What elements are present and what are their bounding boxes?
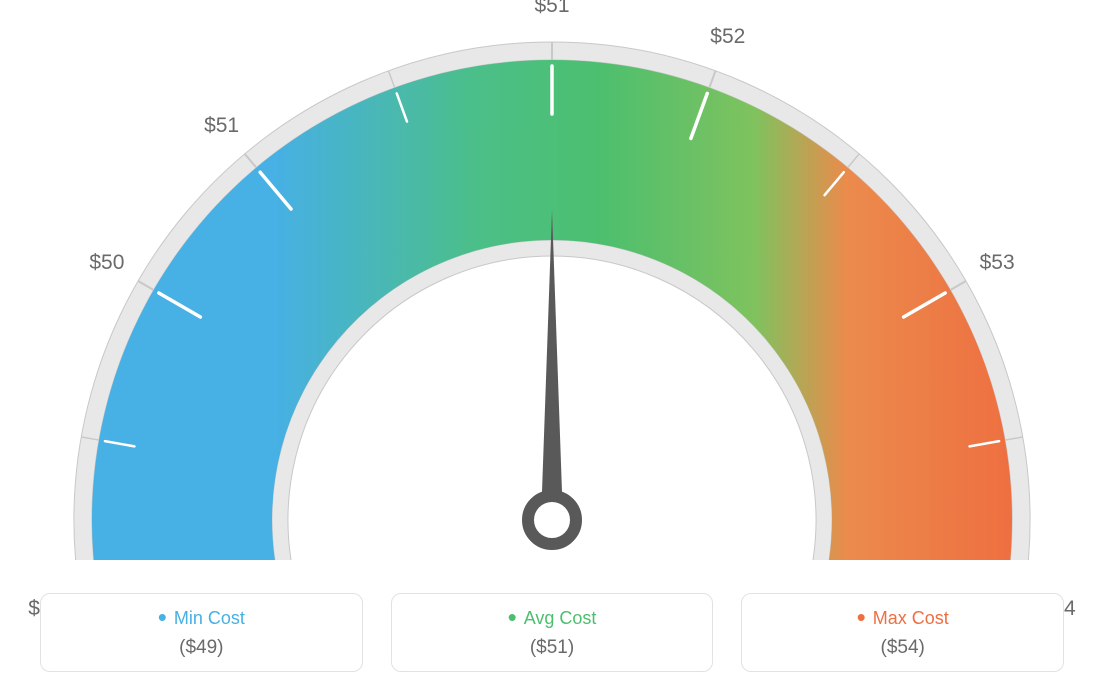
gauge-tick-label: $50 (89, 251, 124, 275)
legend-value: ($54) (742, 637, 1063, 659)
legend-title: Max Cost (742, 608, 1063, 629)
legend-row: Min Cost ($49) Avg Cost ($51) Max Cost ($54) (0, 593, 1104, 672)
cost-gauge: $49$50$51$51$52$53$54 (0, 0, 1104, 560)
legend-card: Min Cost ($49) (40, 593, 363, 672)
gauge-needle-hub (528, 496, 576, 544)
legend-card: Max Cost ($54) (741, 593, 1064, 672)
gauge-tick-label: $52 (710, 25, 745, 49)
gauge-tick-label: $51 (534, 0, 569, 18)
legend-value: ($49) (41, 637, 362, 659)
legend-card: Avg Cost ($51) (391, 593, 714, 672)
gauge-tick-label: $53 (980, 251, 1015, 275)
legend-title: Avg Cost (392, 608, 713, 629)
gauge-tick-label: $51 (204, 114, 239, 138)
gauge-svg (0, 0, 1104, 560)
legend-title: Min Cost (41, 608, 362, 629)
legend-value: ($51) (392, 637, 713, 659)
